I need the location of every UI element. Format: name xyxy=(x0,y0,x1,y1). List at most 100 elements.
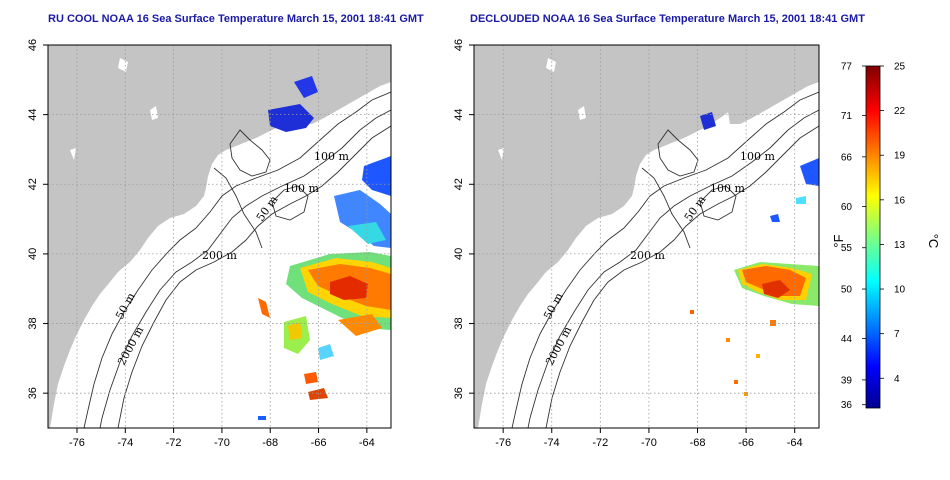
right-sst-patch-dot-a xyxy=(690,310,694,314)
right-sst-data xyxy=(690,112,819,396)
colorbar-gradient xyxy=(865,65,881,409)
left-plot-frame xyxy=(47,44,392,429)
colorbar-fahrenheit-tick-label: 77 xyxy=(841,62,853,73)
right-lon-tick-label: -74 xyxy=(544,437,560,449)
left-lon-tick-label: -74 xyxy=(117,437,133,449)
left-sst-patch-warm-core-red xyxy=(330,276,368,300)
right-contour-label-100m-b: 100 m xyxy=(710,182,745,195)
colorbar-celsius-tick-label: 22 xyxy=(894,106,906,117)
right-contour-label-200m: 200 m xyxy=(630,249,665,262)
right-lat-tick-label: 42 xyxy=(453,178,465,190)
temperature-colorbar: 25 22 19 16 13 10 7 4 77 71 66 60 55 50 44 39 36 °F °C xyxy=(831,62,941,412)
right-sst-patch-shelf-cyan xyxy=(796,196,806,204)
left-lat-tick-label: 46 xyxy=(27,39,39,51)
left-contour-label-100m-b: 100 m xyxy=(284,182,319,195)
colorbar-fahrenheit-tick-label: 36 xyxy=(841,400,853,411)
left-lon-tick-label: -68 xyxy=(262,437,278,449)
left-gridlines xyxy=(48,45,391,428)
right-sst-patch-warm-core-red xyxy=(762,280,790,298)
left-lake-3 xyxy=(70,148,76,160)
right-sst-patch-dot-b xyxy=(770,320,776,326)
left-axis-ticks: -76 -74 -72 -70 -68 -66 -64 36 38 40 42 44 46 xyxy=(27,39,375,449)
left-sst-patch-south-g xyxy=(308,388,328,400)
right-contours xyxy=(511,91,819,428)
right-gridlines xyxy=(474,45,819,428)
right-plot-frame xyxy=(473,44,820,429)
left-lat-tick-label: 40 xyxy=(27,248,39,260)
right-lon-tick-label: -70 xyxy=(641,437,657,449)
right-sst-patch-shelf-dots xyxy=(770,214,780,222)
colorbar-celsius-tick-label: 13 xyxy=(894,240,906,251)
left-contour-label-200m: 200 m xyxy=(202,249,237,262)
left-lon-tick-label: -76 xyxy=(69,437,85,449)
right-lat-tick-label: 44 xyxy=(453,109,465,121)
colorbar-fahrenheit-tick-label: 71 xyxy=(841,111,853,122)
left-lon-tick-label: -64 xyxy=(359,437,375,449)
right-lake-1 xyxy=(546,58,556,72)
left-sst-patch-south-a xyxy=(338,314,382,336)
colorbar-celsius-tick-label: 16 xyxy=(894,195,906,206)
left-lon-tick-label: -70 xyxy=(214,437,230,449)
right-lake-3 xyxy=(498,148,504,160)
right-lon-tick-label: -76 xyxy=(495,437,511,449)
left-lake-2 xyxy=(150,106,158,120)
right-lake-2 xyxy=(578,106,586,120)
right-lat-tick-label: 40 xyxy=(453,248,465,260)
left-sst-patch-bay-of-fundy xyxy=(294,76,318,98)
colorbar-ticks: 25 22 19 16 13 10 7 4 77 71 66 60 55 50 44 39 36 xyxy=(841,62,906,412)
colorbar-fahrenheit-tick-label: 50 xyxy=(841,285,853,296)
left-sst-patch-south-e xyxy=(258,298,270,318)
left-lon-tick-label: -72 xyxy=(166,437,182,449)
colorbar-fahrenheit-tick-label: 39 xyxy=(841,375,853,386)
right-lat-tick-label: 36 xyxy=(453,387,465,399)
right-sst-patch-dot-e xyxy=(734,380,738,384)
right-lon-tick-label: -64 xyxy=(787,437,803,449)
right-land-mass xyxy=(474,45,819,428)
right-sst-patch-dot-d xyxy=(756,354,760,358)
colorbar-celsius-tick-label: 10 xyxy=(894,285,906,296)
right-lon-tick-label: -68 xyxy=(690,437,706,449)
left-sst-patch-scotian-shelf-a xyxy=(362,156,391,196)
left-lon-tick-label: -66 xyxy=(311,437,327,449)
left-contour-label-100m-a: 100 m xyxy=(314,150,349,163)
right-lat-tick-label: 46 xyxy=(453,39,465,51)
right-sst-patch-scotian-shelf xyxy=(800,158,819,186)
left-land-mass xyxy=(48,45,391,428)
right-map-panel: 100 m 100 m 50 m 200 m 50 m 2000 m xyxy=(453,39,820,449)
left-map-panel: 100 m 100 m 50 m 200 m 50 m 2000 m xyxy=(27,39,392,449)
left-lat-tick-label: 36 xyxy=(27,387,39,399)
right-lon-tick-label: -72 xyxy=(592,437,608,449)
left-lat-tick-label: 42 xyxy=(27,178,39,190)
left-sst-patch-gulf-of-maine xyxy=(268,104,314,132)
colorbar-celsius-tick-label: 4 xyxy=(894,374,900,385)
right-sst-patch-gulf-of-maine xyxy=(700,112,716,130)
left-contours xyxy=(83,91,391,428)
right-axis-ticks: -76 -74 -72 -70 -68 -66 -64 36 38 40 42 44 46 xyxy=(453,39,803,449)
left-nova-scotia xyxy=(300,68,391,124)
left-lat-tick-label: 44 xyxy=(27,109,39,121)
colorbar-celsius-tick-label: 25 xyxy=(894,62,906,73)
colorbar-fahrenheit-tick-label: 66 xyxy=(841,152,853,163)
right-contour-label-100m-a: 100 m xyxy=(740,150,775,163)
left-sst-patch-south-h xyxy=(258,416,266,420)
colorbar-celsius-tick-label: 7 xyxy=(894,329,900,340)
left-panel-title: RU COOL NOAA 16 Sea Surface Temperature … xyxy=(48,13,424,25)
colorbar-fahrenheit-label: °F xyxy=(831,234,846,247)
right-panel-title: DECLOUDED NOAA 16 Sea Surface Temperatur… xyxy=(470,13,865,25)
left-sst-patch-south-f xyxy=(304,372,318,384)
right-sst-patch-warm-core-orange xyxy=(742,266,806,296)
colorbar-celsius-tick-label: 19 xyxy=(894,151,906,162)
left-sst-patch-south-c xyxy=(288,322,302,340)
left-sst-patch-south-d xyxy=(318,344,334,360)
right-nova-scotia xyxy=(728,68,819,124)
colorbar-fahrenheit-tick-label: 44 xyxy=(841,334,853,345)
colorbar-fahrenheit-tick-label: 55 xyxy=(841,243,853,254)
right-lon-tick-label: -66 xyxy=(738,437,754,449)
right-sst-patch-dot-c xyxy=(726,338,730,342)
left-sst-data xyxy=(258,76,391,420)
right-lat-tick-label: 38 xyxy=(453,317,465,329)
left-lat-tick-label: 38 xyxy=(27,317,39,329)
colorbar-fahrenheit-tick-label: 60 xyxy=(841,202,853,213)
colorbar-celsius-label: °C xyxy=(926,234,941,249)
